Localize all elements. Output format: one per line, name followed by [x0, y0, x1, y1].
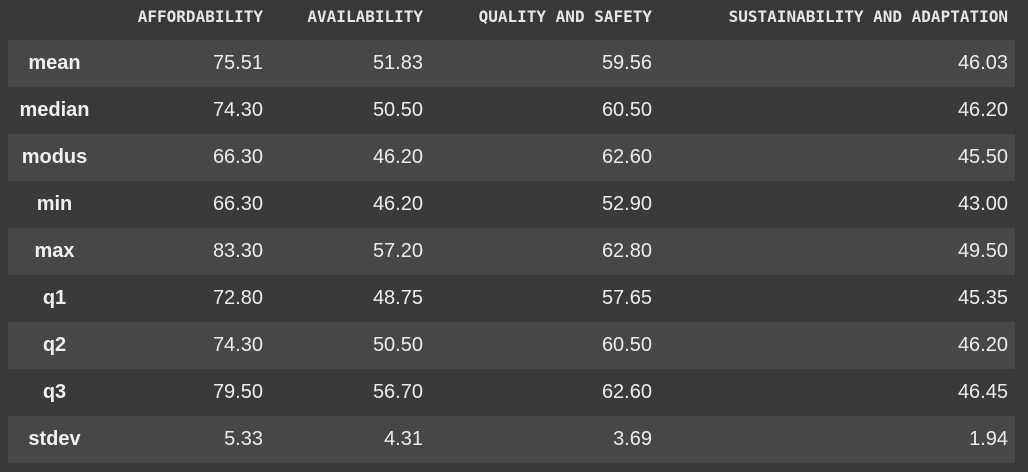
row-label: q3 [42, 381, 67, 403]
table-cell: 46.20 [957, 334, 1008, 356]
column-header-affordability: AFFORDABILITY [137, 7, 263, 26]
table-cell: 60.50 [601, 334, 652, 356]
table-cell: 52.90 [601, 193, 652, 215]
row-label: median [19, 99, 90, 121]
table-cell: 56.70 [372, 381, 423, 403]
table-cell: 43.00 [957, 193, 1008, 215]
table-cell: 74.30 [212, 99, 263, 121]
row-label: mean [28, 52, 81, 74]
table-cell: 57.20 [372, 240, 423, 262]
table-cell: 83.30 [212, 240, 263, 262]
table-row: stdev 5.33 4.31 3.69 1.94 [8, 416, 1015, 463]
table-cell: 45.50 [957, 146, 1008, 168]
table-cell: 48.75 [372, 287, 423, 309]
table-cell: 46.03 [957, 52, 1008, 74]
table-cell: 60.50 [601, 99, 652, 121]
table-cell: 74.30 [212, 334, 263, 356]
table-cell: 46.20 [372, 146, 423, 168]
table-row: q3 79.50 56.70 62.60 46.45 [8, 369, 1015, 416]
table-row: mean 75.51 51.83 59.56 46.03 [8, 40, 1015, 87]
table-cell: 46.20 [372, 193, 423, 215]
row-label: max [34, 240, 75, 262]
table-cell: 50.50 [372, 99, 423, 121]
table-row: median 74.30 50.50 60.50 46.20 [8, 87, 1015, 134]
column-header-sustainability-and-adaptation: SUSTAINABILITY AND ADAPTATION [728, 7, 1008, 26]
table-row: max 83.30 57.20 62.80 49.50 [8, 228, 1015, 275]
row-label: modus [21, 146, 88, 168]
table-cell: 62.60 [601, 381, 652, 403]
table-cell: 4.31 [384, 428, 423, 450]
row-label: q1 [42, 287, 67, 309]
table-cell: 45.35 [957, 287, 1008, 309]
table-cell: 5.33 [224, 428, 263, 450]
table-cell: 49.50 [957, 240, 1008, 262]
table-cell: 46.45 [957, 381, 1008, 403]
row-label: min [36, 193, 73, 215]
table-header: AFFORDABILITY AVAILABILITY QUALITY AND S… [0, 0, 1028, 40]
table-cell: 3.69 [613, 428, 652, 450]
row-label: q2 [42, 334, 67, 356]
table-cell: 59.56 [601, 52, 652, 74]
table-row: q1 72.80 48.75 57.65 45.35 [8, 275, 1015, 322]
table-cell: 1.94 [969, 428, 1008, 450]
table-cell: 50.50 [372, 334, 423, 356]
table-row: modus 66.30 46.20 62.60 45.50 [8, 134, 1015, 181]
table-row: q2 74.30 50.50 60.50 46.20 [8, 322, 1015, 369]
table-cell: 66.30 [212, 193, 263, 215]
row-label: stdev [28, 428, 81, 450]
column-header-quality-and-safety: QUALITY AND SAFETY [478, 7, 652, 26]
table-cell: 72.80 [212, 287, 263, 309]
table-cell: 79.50 [212, 381, 263, 403]
table-cell: 46.20 [957, 99, 1008, 121]
table-cell: 62.60 [601, 146, 652, 168]
table-cell: 51.83 [372, 52, 423, 74]
table-row: min 66.30 46.20 52.90 43.00 [8, 181, 1015, 228]
table-cell: 66.30 [212, 146, 263, 168]
table-cell: 57.65 [601, 287, 652, 309]
table-cell: 75.51 [212, 52, 263, 74]
table-cell: 62.80 [601, 240, 652, 262]
column-header-availability: AVAILABILITY [307, 7, 423, 26]
